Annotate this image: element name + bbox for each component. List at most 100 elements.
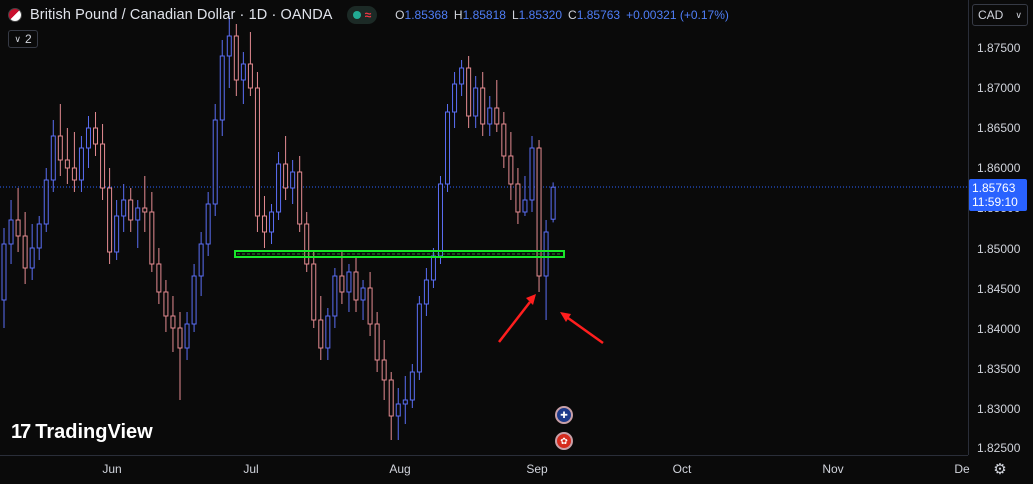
candle[interactable] — [367, 272, 373, 336]
candle[interactable] — [8, 200, 14, 264]
candle[interactable] — [163, 280, 169, 332]
candle[interactable] — [128, 188, 134, 232]
candle[interactable] — [388, 372, 394, 440]
ca-flag-icon[interactable]: ✿ — [555, 432, 573, 450]
candle[interactable] — [212, 104, 218, 216]
candle[interactable] — [15, 188, 21, 252]
currency-select[interactable]: CAD ∨ — [972, 4, 1028, 26]
candle[interactable] — [360, 280, 366, 320]
candle[interactable] — [71, 132, 77, 192]
candle[interactable] — [85, 116, 91, 168]
candle[interactable] — [93, 112, 99, 156]
candle[interactable] — [381, 340, 387, 400]
candle[interactable] — [452, 72, 458, 128]
candle[interactable] — [149, 192, 155, 272]
candle[interactable] — [480, 72, 486, 136]
candle[interactable] — [487, 96, 493, 136]
candle[interactable] — [395, 388, 401, 440]
candle[interactable] — [50, 120, 56, 192]
candle[interactable] — [135, 200, 141, 248]
candle[interactable] — [107, 168, 113, 264]
candle[interactable] — [43, 168, 49, 232]
chart-area[interactable] — [0, 0, 968, 455]
candle[interactable] — [494, 80, 500, 132]
candle[interactable] — [64, 128, 70, 184]
candle[interactable] — [311, 252, 317, 328]
candle[interactable] — [522, 176, 528, 216]
candle[interactable] — [198, 232, 204, 296]
candle[interactable] — [170, 296, 176, 352]
candle-body — [311, 263, 317, 321]
currency-label: CAD — [978, 8, 1004, 22]
candle[interactable] — [177, 312, 183, 400]
arrow-right[interactable] — [560, 312, 604, 345]
candle[interactable] — [325, 308, 331, 360]
candle[interactable] — [459, 60, 465, 96]
candle[interactable] — [374, 312, 380, 372]
candle[interactable] — [78, 136, 84, 192]
candle[interactable] — [346, 264, 352, 312]
candle[interactable] — [114, 200, 120, 260]
candle-body — [459, 67, 465, 85]
candle[interactable] — [226, 16, 232, 88]
candle[interactable] — [445, 104, 451, 192]
candle[interactable] — [184, 312, 190, 360]
candle[interactable] — [240, 52, 246, 104]
candle[interactable] — [332, 268, 338, 328]
candle[interactable] — [1, 228, 7, 328]
candle-body — [360, 287, 366, 301]
candle[interactable] — [353, 256, 359, 312]
candle[interactable] — [22, 212, 28, 284]
candle[interactable] — [304, 212, 310, 272]
support-zone[interactable] — [234, 250, 565, 258]
candle-body — [332, 275, 338, 317]
candle[interactable] — [121, 184, 127, 232]
candle[interactable] — [536, 140, 542, 292]
candle[interactable] — [339, 252, 345, 304]
market-status-pill[interactable]: ≈ — [346, 6, 378, 24]
candle[interactable] — [261, 196, 267, 248]
candle[interactable] — [142, 176, 148, 232]
candle[interactable] — [205, 192, 211, 256]
candle[interactable] — [156, 248, 162, 304]
candle[interactable] — [318, 296, 324, 360]
candle[interactable] — [473, 76, 479, 128]
chart-settings-button[interactable]: ⚙ — [989, 459, 1011, 479]
time-axis[interactable]: Jun Jul Aug Sep Oct Nov De — [0, 455, 970, 484]
candle[interactable] — [254, 72, 260, 232]
candle[interactable] — [423, 268, 429, 316]
candle-body — [487, 107, 493, 125]
candle[interactable] — [543, 220, 549, 320]
candle[interactable] — [466, 56, 472, 128]
price-axis[interactable]: 1.87500 1.87000 1.86500 1.86000 1.85500 … — [968, 0, 1033, 455]
candle[interactable] — [36, 216, 42, 260]
candle[interactable] — [191, 264, 197, 332]
candle[interactable] — [276, 152, 282, 220]
candle[interactable] — [57, 104, 63, 176]
candlestick-chart[interactable] — [0, 0, 968, 455]
candle[interactable] — [247, 32, 253, 96]
time-tick: De — [954, 462, 970, 476]
symbol-title[interactable]: British Pound / Canadian Dollar · 1D · O… — [30, 7, 333, 23]
indicators-collapse-button[interactable]: ∨ 2 — [8, 30, 38, 48]
candle[interactable] — [290, 160, 296, 204]
gb-flag-icon[interactable]: ✚ — [555, 406, 573, 424]
candle[interactable] — [297, 156, 303, 232]
symbol-header[interactable]: British Pound / Canadian Dollar · 1D · O… — [8, 5, 729, 25]
arrow-left[interactable] — [498, 294, 536, 343]
candle[interactable] — [269, 204, 275, 244]
candle[interactable] — [100, 124, 106, 200]
tradingview-logo[interactable]: 17 TradingView — [11, 421, 153, 444]
candle[interactable] — [550, 182, 556, 223]
candle[interactable] — [402, 376, 408, 424]
candle[interactable] — [219, 40, 225, 136]
candle[interactable] — [233, 24, 239, 96]
candle[interactable] — [409, 364, 415, 408]
candle[interactable] — [515, 168, 521, 224]
candle[interactable] — [416, 296, 422, 380]
candle[interactable] — [29, 224, 35, 280]
candle[interactable] — [508, 132, 514, 200]
candle[interactable] — [501, 112, 507, 168]
candle[interactable] — [283, 136, 289, 200]
candle[interactable] — [529, 136, 535, 212]
